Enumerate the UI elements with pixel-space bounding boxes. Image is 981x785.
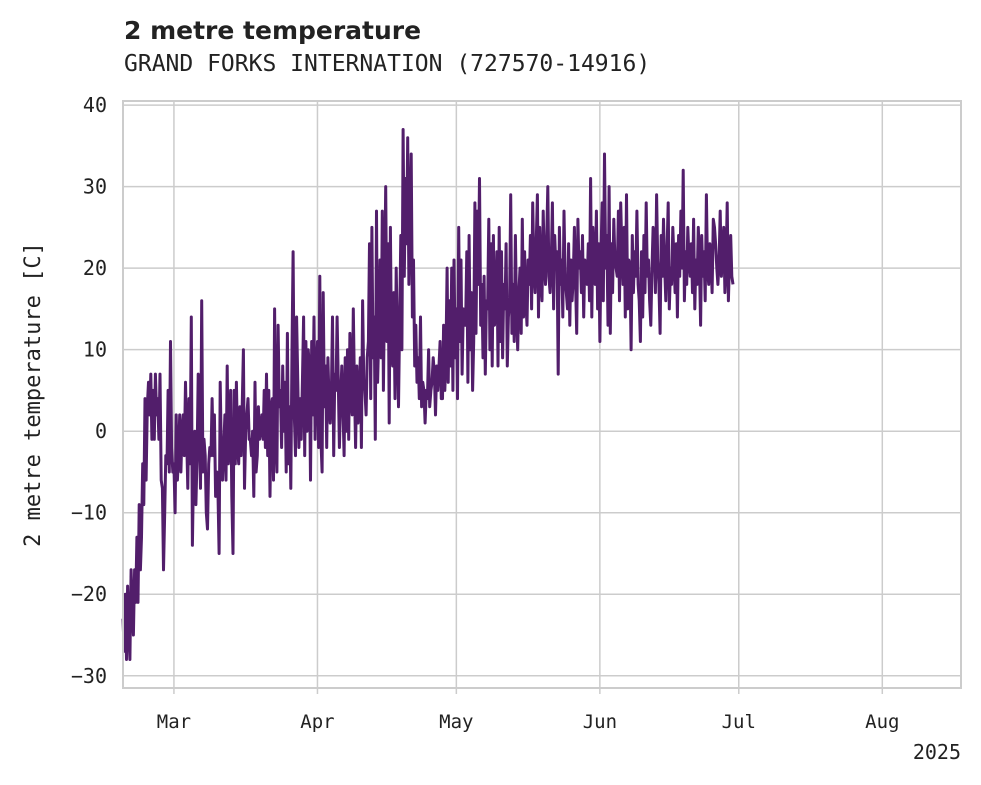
y-tick-label: 0 — [95, 419, 107, 443]
y-tick-label: 40 — [83, 93, 107, 117]
y-tick-label: 30 — [83, 175, 107, 199]
chart-subtitle: GRAND FORKS INTERNATION (727570-14916) — [124, 51, 651, 77]
x-tick-label: Apr — [300, 711, 334, 733]
chart-title: 2 metre temperature — [124, 16, 422, 45]
plot-frame — [122, 100, 962, 689]
y-tick-label: 20 — [83, 256, 107, 280]
x-tick-label: Aug — [865, 711, 899, 733]
y-tick-label: 10 — [83, 338, 107, 362]
x-tick-label: Mar — [157, 711, 191, 733]
x-year-label: 2025 — [913, 740, 961, 764]
y-tick-label: −10 — [71, 501, 107, 525]
x-tick-label: Jun — [583, 711, 617, 733]
y-axis-label: 2 metre temperature [C] — [21, 242, 46, 547]
y-tick-label: −20 — [71, 582, 107, 606]
y-tick-label: −30 — [71, 664, 107, 688]
x-tick-label: Jul — [722, 711, 756, 733]
x-tick-label: May — [439, 711, 473, 733]
temperature-series-line — [121, 128, 735, 661]
